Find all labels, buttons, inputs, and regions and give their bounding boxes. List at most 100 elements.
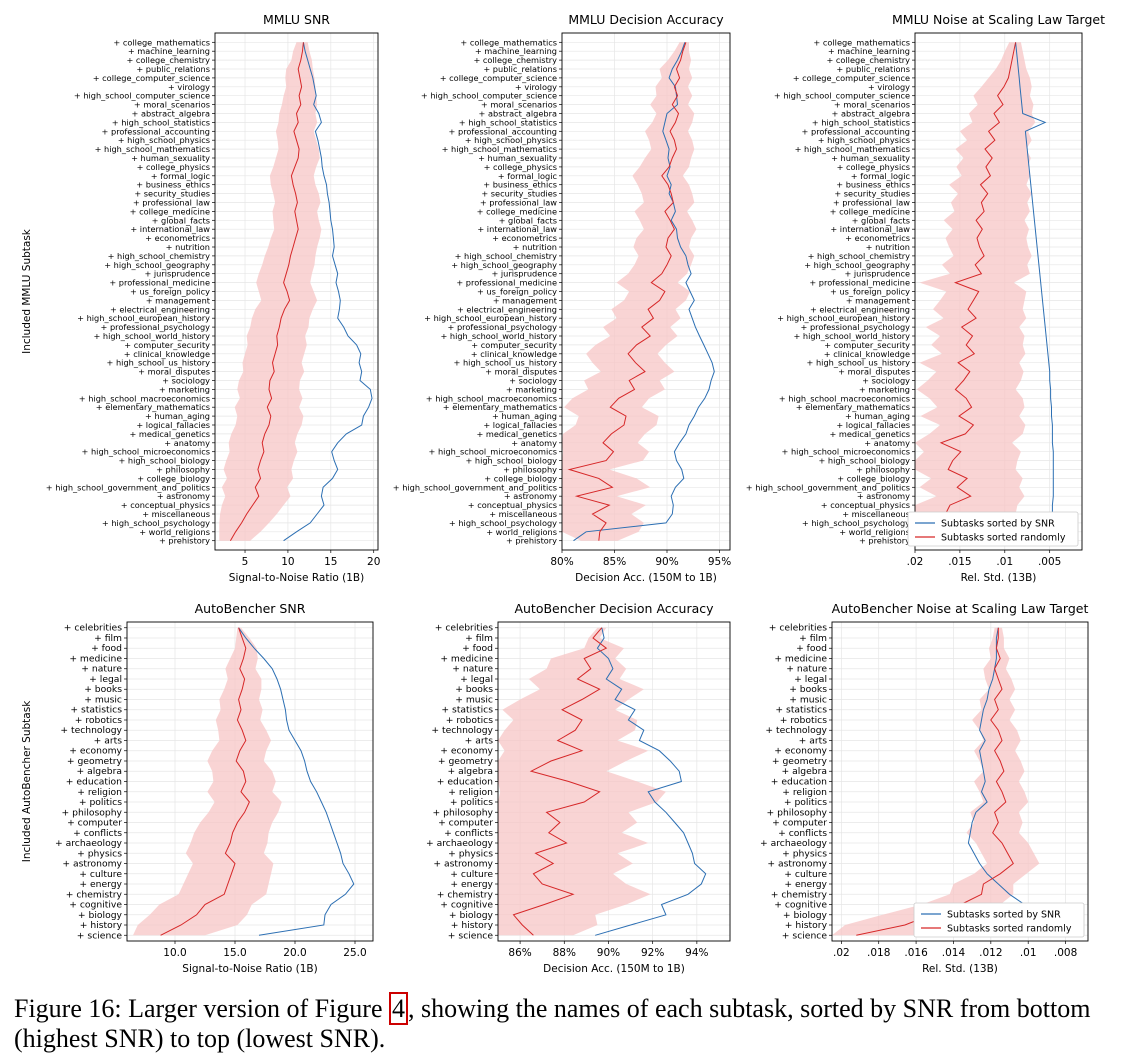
y-tick-label: + human_aging [492, 411, 557, 421]
y-tick-label: + archaeology [55, 838, 123, 849]
y-tick-label: + economy [69, 746, 122, 757]
x-axis-label: Signal-to-Noise Ratio (1B) [182, 963, 317, 975]
chart-panel-1: + college_mathematics+ machine_learning+… [21, 12, 380, 584]
y-tick-label: + cognitive [774, 900, 827, 911]
y-tick-label: + education [771, 777, 827, 788]
x-tick-label: 5 [242, 556, 249, 568]
y-tick-label: + energy [450, 879, 493, 890]
y-tick-label: + virology [868, 82, 910, 92]
y-tick-label: + conflicts [73, 828, 122, 839]
y-tick-label: + business_ethics [136, 180, 210, 190]
y-tick-label: + computer_security [124, 340, 210, 350]
x-tick-label: 94% [685, 947, 708, 959]
y-tick-label: + anatomy [511, 438, 557, 448]
y-tick-label: + high_school_microeconomics [782, 447, 910, 457]
y-tick-label: + professional_psychology [448, 322, 558, 332]
x-tick-label: .015 [948, 556, 971, 568]
y-tick-label: + high_school_computer_science [421, 91, 557, 101]
y-tick-label: + physics [782, 848, 827, 859]
y-tick-label: + formal_logic [498, 171, 557, 181]
y-tick-label: + college_biology [484, 473, 557, 483]
y-tick-label: + energy [79, 879, 122, 890]
y-tick-label: + elementary_mathematics [796, 402, 910, 412]
y-tick-label: + business_ethics [483, 180, 557, 190]
y-tick-label: + high_school_geography [804, 260, 910, 270]
y-tick-label: + energy [784, 879, 827, 890]
y-tick-label: + high_school_statistics [459, 117, 557, 127]
y-tick-label: + history [451, 920, 494, 931]
y-tick-label: + global_facts [499, 215, 557, 225]
y-tick-label: + computer [438, 818, 493, 829]
y-tick-label: + music [789, 694, 827, 705]
std-band [133, 627, 282, 936]
y-tick-label: + marketing [506, 384, 557, 394]
y-tick-label: + us_foreign_policy [130, 287, 210, 297]
y-tick-label: + us_foreign_policy [830, 287, 910, 297]
y-tick-label: + electrical_engineering [810, 304, 910, 314]
y-tick-label: + arts [465, 735, 494, 746]
caption-label: Figure 16: [14, 994, 122, 1023]
series-line-random [856, 627, 1014, 936]
y-tick-label: + nutrition [866, 242, 910, 252]
x-tick-label: 88% [553, 947, 576, 959]
y-tick-label: + human_sexuality [478, 153, 557, 163]
y-tick-label: + politics [79, 797, 122, 808]
y-tick-label: + econometrics [492, 233, 557, 243]
std-band [498, 627, 666, 936]
y-tick-label: + chemistry [437, 889, 494, 900]
y-tick-label: + robotics [75, 715, 122, 726]
y-tick-label: + high_school_government_and_politics [46, 482, 210, 492]
y-tick-label: + astronomy [433, 859, 493, 870]
figure-reference-link[interactable]: 4 [389, 992, 408, 1025]
y-tick-label: + medical_genetics [476, 429, 557, 439]
y-tick-label: + college_physics [837, 162, 910, 172]
y-axis-label: Included AutoBencher Subtask [21, 700, 33, 862]
y-tick-label: + film [799, 633, 827, 644]
legend-label: Subtasks sorted by SNR [941, 519, 1055, 530]
chart-title: MMLU Noise at Scaling Law Target [892, 12, 1105, 27]
y-tick-label: + moral_disputes [838, 367, 910, 377]
y-tick-label: + sociology [509, 375, 557, 385]
series-line-random [939, 42, 1017, 541]
legend-label: Subtasks sorted randomly [947, 924, 1072, 935]
y-tick-label: + college_chemistry [126, 55, 210, 65]
y-tick-label: + sociology [862, 375, 910, 385]
legend: Subtasks sorted by SNR Subtasks sorted ra… [913, 902, 1085, 938]
y-tick-label: + chemistry [66, 889, 123, 900]
y-tick-label: + biology [78, 910, 123, 921]
y-tick-label: + human_aging [845, 411, 910, 421]
y-tick-label: + cognitive [69, 900, 122, 911]
y-tick-label: + astronomy [504, 491, 557, 501]
y-tick-label: + public_relations [136, 64, 210, 74]
y-tick-label: + virology [168, 82, 210, 92]
y-tick-label: + abstract_algebra [479, 109, 557, 119]
x-axis-label: Rel. Std. (13B) [922, 963, 998, 975]
y-tick-label: + high_school_microeconomics [82, 447, 210, 457]
y-tick-label: + high_school_european_history [77, 313, 210, 323]
y-tick-label: + celebrities [435, 623, 493, 634]
y-tick-label: + film [465, 633, 493, 644]
y-tick-label: + miscellaneous [842, 509, 910, 519]
y-tick-label: + nature [452, 664, 493, 675]
y-tick-label: + philosophy [856, 464, 910, 474]
y-tick-label: + miscellaneous [142, 509, 210, 519]
y-tick-label: + college_medicine [830, 206, 910, 216]
y-tick-label: + logical_fallacies [836, 420, 910, 430]
y-tick-label: + religion [448, 787, 493, 798]
y-tick-label: + high_school_european_history [424, 313, 557, 323]
chart-title: MMLU SNR [263, 12, 330, 27]
series-line-snr [283, 42, 373, 542]
y-tick-label: + high_school_government_and_politics [746, 482, 910, 492]
y-tick-label: + algebra [781, 766, 827, 777]
std-band [832, 627, 1040, 936]
y-tick-label: + professional_medicine [109, 278, 210, 288]
y-tick-label: + college_computer_science [93, 73, 210, 83]
figure-caption: Figure 16: Larger version of Figure 4, s… [14, 992, 1119, 1054]
y-tick-label: + jurisprudence [144, 269, 210, 279]
y-tick-label: + politics [450, 797, 493, 808]
y-tick-label: + high_school_biology [118, 456, 210, 466]
y-tick-label: + geometry [67, 756, 123, 767]
y-tick-label: + astronomy [157, 491, 210, 501]
y-tick-label: + conceptual_physics [821, 500, 910, 510]
y-tick-label: + high_school_macroeconomics [426, 393, 557, 403]
